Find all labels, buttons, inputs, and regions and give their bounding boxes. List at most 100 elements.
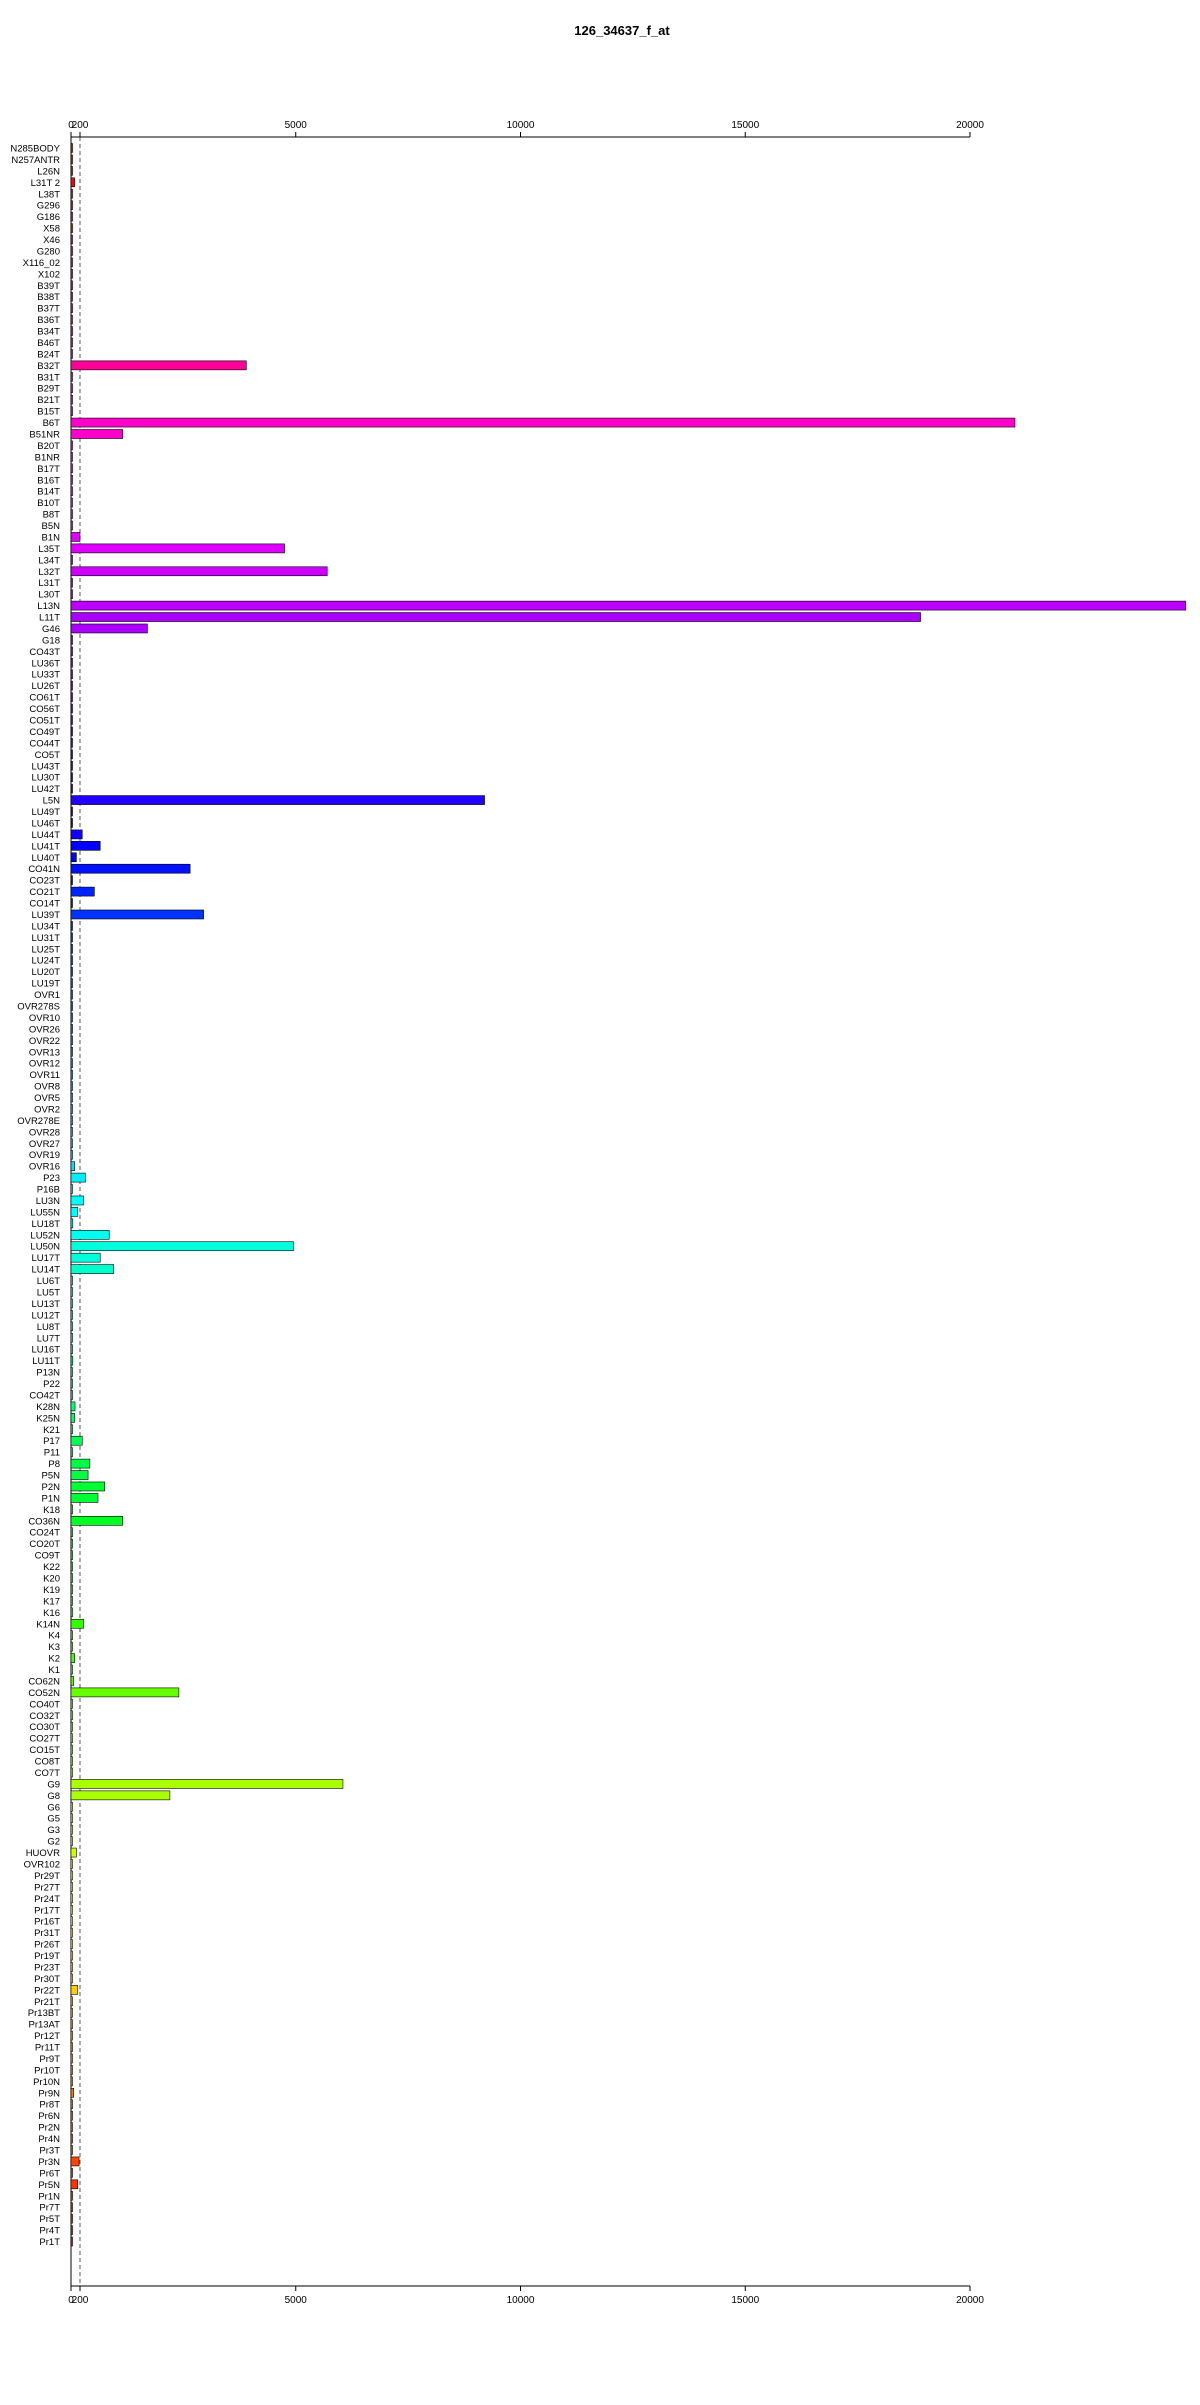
category-label: K22 <box>43 1562 60 1573</box>
category-label: B10T <box>37 498 60 509</box>
category-label: B36T <box>37 315 60 326</box>
category-label: X116_02 <box>23 258 60 269</box>
category-label: Pr13AT <box>28 2020 60 2031</box>
category-label: CO23T <box>29 876 60 887</box>
category-label: B37T <box>37 304 60 315</box>
category-label: CO43T <box>29 647 60 658</box>
category-label: LU7T <box>37 1333 60 1344</box>
category-label: LU19T <box>31 979 60 990</box>
category-label: LU40T <box>31 853 60 864</box>
category-label: CO14T <box>29 899 60 910</box>
bar <box>70 234 73 245</box>
bar <box>70 1630 73 1640</box>
category-label: B20T <box>37 441 60 452</box>
bar <box>70 795 485 805</box>
category-label: LU50N <box>30 1242 60 1253</box>
bar <box>70 1653 75 1663</box>
bar <box>70 394 73 405</box>
bar <box>70 371 73 382</box>
bar <box>70 1024 73 1034</box>
category-label: Pr27T <box>34 1882 60 1893</box>
bar <box>70 1069 73 1080</box>
category-label: OVR11 <box>30 1070 60 1081</box>
category-label: Pr2N <box>38 2123 60 2134</box>
bar <box>70 2190 73 2201</box>
bar <box>70 1687 180 1698</box>
category-label: LU17T <box>31 1253 60 1264</box>
bar <box>70 2225 73 2235</box>
bar <box>70 1904 73 1915</box>
category-label: OVR28 <box>29 1127 60 1138</box>
category-label: Pr24T <box>34 1894 60 1905</box>
category-label: N257ANTR <box>11 155 60 166</box>
category-label: B1N <box>42 532 61 543</box>
axis-tick-label: 10000 <box>507 2295 535 2306</box>
category-label: B38T <box>37 292 60 303</box>
bar <box>70 966 73 977</box>
category-label: Pr29T <box>34 1871 60 1882</box>
category-label: OVR8 <box>34 1082 60 1093</box>
bar <box>70 600 1187 611</box>
category-label: Pr13BT <box>28 2008 60 2019</box>
bar <box>70 1435 83 1446</box>
category-label: P5N <box>42 1471 61 1482</box>
bar <box>70 2213 73 2224</box>
bar <box>70 1344 73 1354</box>
category-label: G2 <box>47 1837 60 1848</box>
bar <box>70 1470 89 1480</box>
category-label: G3 <box>47 1825 60 1836</box>
bar <box>70 680 73 691</box>
category-label: B32T <box>37 361 60 372</box>
bar <box>70 1127 73 1137</box>
axis-tick-label: 5000 <box>285 2295 308 2306</box>
bar <box>70 738 73 748</box>
category-label: LU46T <box>31 818 60 829</box>
bar <box>70 978 73 988</box>
category-label: B24T <box>37 349 60 360</box>
category-label: Pr5T <box>39 2214 60 2225</box>
category-label: L5N <box>43 796 61 807</box>
bar <box>70 1710 73 1721</box>
bar <box>70 1298 73 1309</box>
bar <box>70 1230 110 1240</box>
category-label: LU43T <box>31 761 60 772</box>
category-label: Pr8T <box>39 2100 60 2111</box>
category-label: P23 <box>43 1173 60 1184</box>
bar <box>70 1756 73 1766</box>
axis-tick-label: 200 <box>72 2295 89 2306</box>
bar <box>70 577 73 588</box>
bar <box>70 1218 74 1229</box>
bar <box>70 943 73 954</box>
chart-title: 126_34637_f_at <box>574 23 670 38</box>
category-label: L31T 2 <box>31 178 60 189</box>
bar <box>70 1058 73 1068</box>
bar <box>70 2042 73 2052</box>
bar <box>70 1893 73 1904</box>
category-label: B21T <box>37 395 60 406</box>
category-label: G8 <box>47 1791 60 1802</box>
category-label: LU12T <box>31 1310 60 1321</box>
axis-tick-label: 5000 <box>285 120 308 131</box>
category-label: Pr31T <box>34 1928 60 1939</box>
bar <box>70 474 73 485</box>
bar <box>70 211 73 222</box>
category-label: LU5T <box>37 1288 60 1299</box>
bar <box>70 1824 73 1835</box>
bar <box>70 1321 73 1332</box>
category-label: B39T <box>37 281 60 292</box>
category-label: P17 <box>43 1436 60 1447</box>
category-label: Pr9T <box>39 2054 60 2065</box>
category-label: LU34T <box>31 921 60 932</box>
axis-tick-label: 15000 <box>731 2295 759 2306</box>
bar <box>70 921 73 931</box>
bar <box>70 829 83 840</box>
bar <box>70 440 73 451</box>
category-label: OVR12 <box>29 1059 60 1070</box>
category-label: B51NR <box>29 430 60 441</box>
bar <box>70 1962 73 1972</box>
category-label: LU13T <box>31 1299 60 1310</box>
category-label: G280 <box>37 246 60 257</box>
category-label: L34T <box>38 555 60 566</box>
bar <box>70 1561 73 1572</box>
